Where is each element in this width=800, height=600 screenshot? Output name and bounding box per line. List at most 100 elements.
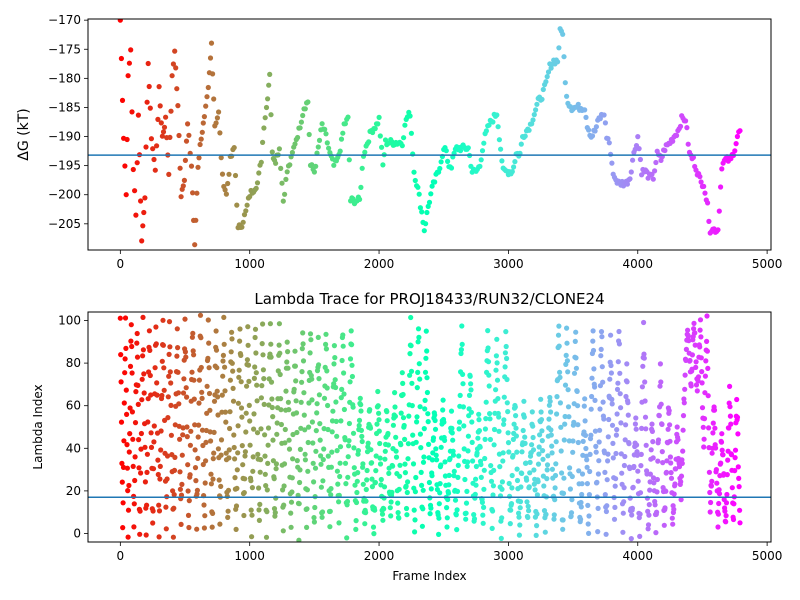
data-point: [238, 405, 245, 411]
data-point: [224, 493, 230, 499]
data-point: [670, 521, 676, 527]
data-point: [645, 522, 652, 528]
data-point: [180, 183, 186, 189]
data-point: [563, 352, 569, 358]
data-point: [172, 48, 178, 54]
data-point: [569, 497, 575, 503]
data-point: [412, 489, 418, 495]
data-point: [315, 144, 321, 150]
data-point: [251, 411, 257, 417]
data-point: [189, 369, 195, 375]
data-point: [615, 380, 621, 386]
data-point: [535, 479, 541, 485]
data-point: [392, 390, 398, 396]
data-point: [329, 449, 335, 455]
x-tick-label: 0: [117, 257, 125, 271]
data-point: [585, 521, 591, 527]
data-point: [534, 511, 540, 517]
data-point: [543, 511, 549, 517]
data-point: [600, 379, 606, 385]
data-point: [519, 470, 525, 476]
data-point: [533, 532, 539, 539]
data-point: [323, 341, 329, 347]
data-point: [621, 485, 627, 491]
data-point: [396, 486, 402, 492]
data-point: [160, 342, 166, 348]
data-point: [247, 442, 253, 448]
data-point: [737, 507, 743, 513]
data-point: [372, 479, 378, 486]
data-point: [194, 526, 200, 532]
data-point: [324, 385, 330, 391]
data-point: [403, 483, 409, 489]
data-point: [379, 511, 386, 517]
data-point: [278, 407, 284, 413]
data-point: [286, 437, 292, 443]
data-point: [313, 163, 319, 169]
data-point: [542, 529, 548, 535]
data-point: [286, 407, 292, 413]
data-point: [151, 439, 157, 445]
data-point: [211, 96, 217, 102]
data-point: [276, 342, 282, 348]
data-point: [276, 321, 282, 327]
data-point: [351, 445, 357, 451]
data-point: [671, 506, 677, 512]
data-point: [252, 334, 258, 341]
data-point: [603, 508, 610, 515]
data-point: [156, 508, 163, 514]
x-tick-label: 3000: [493, 549, 524, 563]
data-point: [364, 477, 370, 483]
data-point: [541, 483, 547, 489]
data-point: [529, 442, 535, 448]
data-point: [658, 401, 664, 407]
data-point: [196, 400, 202, 406]
data-point: [494, 336, 500, 342]
data-point: [517, 522, 523, 528]
data-point: [583, 445, 589, 452]
data-point: [499, 486, 505, 492]
data-point: [420, 487, 426, 493]
data-point: [540, 448, 546, 454]
data-point: [175, 103, 181, 109]
data-point: [284, 169, 290, 175]
data-point: [263, 483, 269, 489]
data-point: [338, 395, 344, 401]
data-point: [129, 109, 135, 115]
data-point: [393, 448, 399, 454]
data-point: [664, 458, 670, 464]
data-point: [432, 426, 439, 432]
data-point: [130, 463, 136, 469]
data-point: [247, 418, 253, 424]
data-point: [378, 476, 384, 483]
data-point: [668, 460, 674, 466]
data-point: [214, 365, 220, 371]
data-point: [219, 392, 225, 398]
data-point: [649, 428, 656, 434]
data-point: [165, 394, 171, 400]
data-point: [376, 114, 382, 120]
data-point: [408, 130, 414, 136]
data-point: [148, 430, 154, 436]
data-point: [145, 396, 151, 402]
data-point: [273, 495, 279, 501]
data-point: [697, 327, 703, 333]
data-point: [384, 409, 390, 415]
data-point: [677, 123, 684, 129]
data-point: [347, 356, 354, 362]
data-point: [679, 460, 685, 466]
data-point: [177, 486, 183, 492]
data-point: [691, 326, 697, 332]
data-point: [134, 330, 140, 337]
data-point: [641, 319, 647, 326]
data-point: [331, 343, 337, 349]
data-point: [197, 141, 203, 148]
data-point: [220, 373, 226, 379]
y-tick-label: −175: [48, 42, 81, 56]
data-point: [623, 422, 629, 428]
data-point: [202, 480, 208, 486]
data-point: [267, 71, 273, 77]
data-point: [220, 352, 226, 358]
data-point: [682, 386, 688, 392]
data-point: [273, 461, 279, 467]
